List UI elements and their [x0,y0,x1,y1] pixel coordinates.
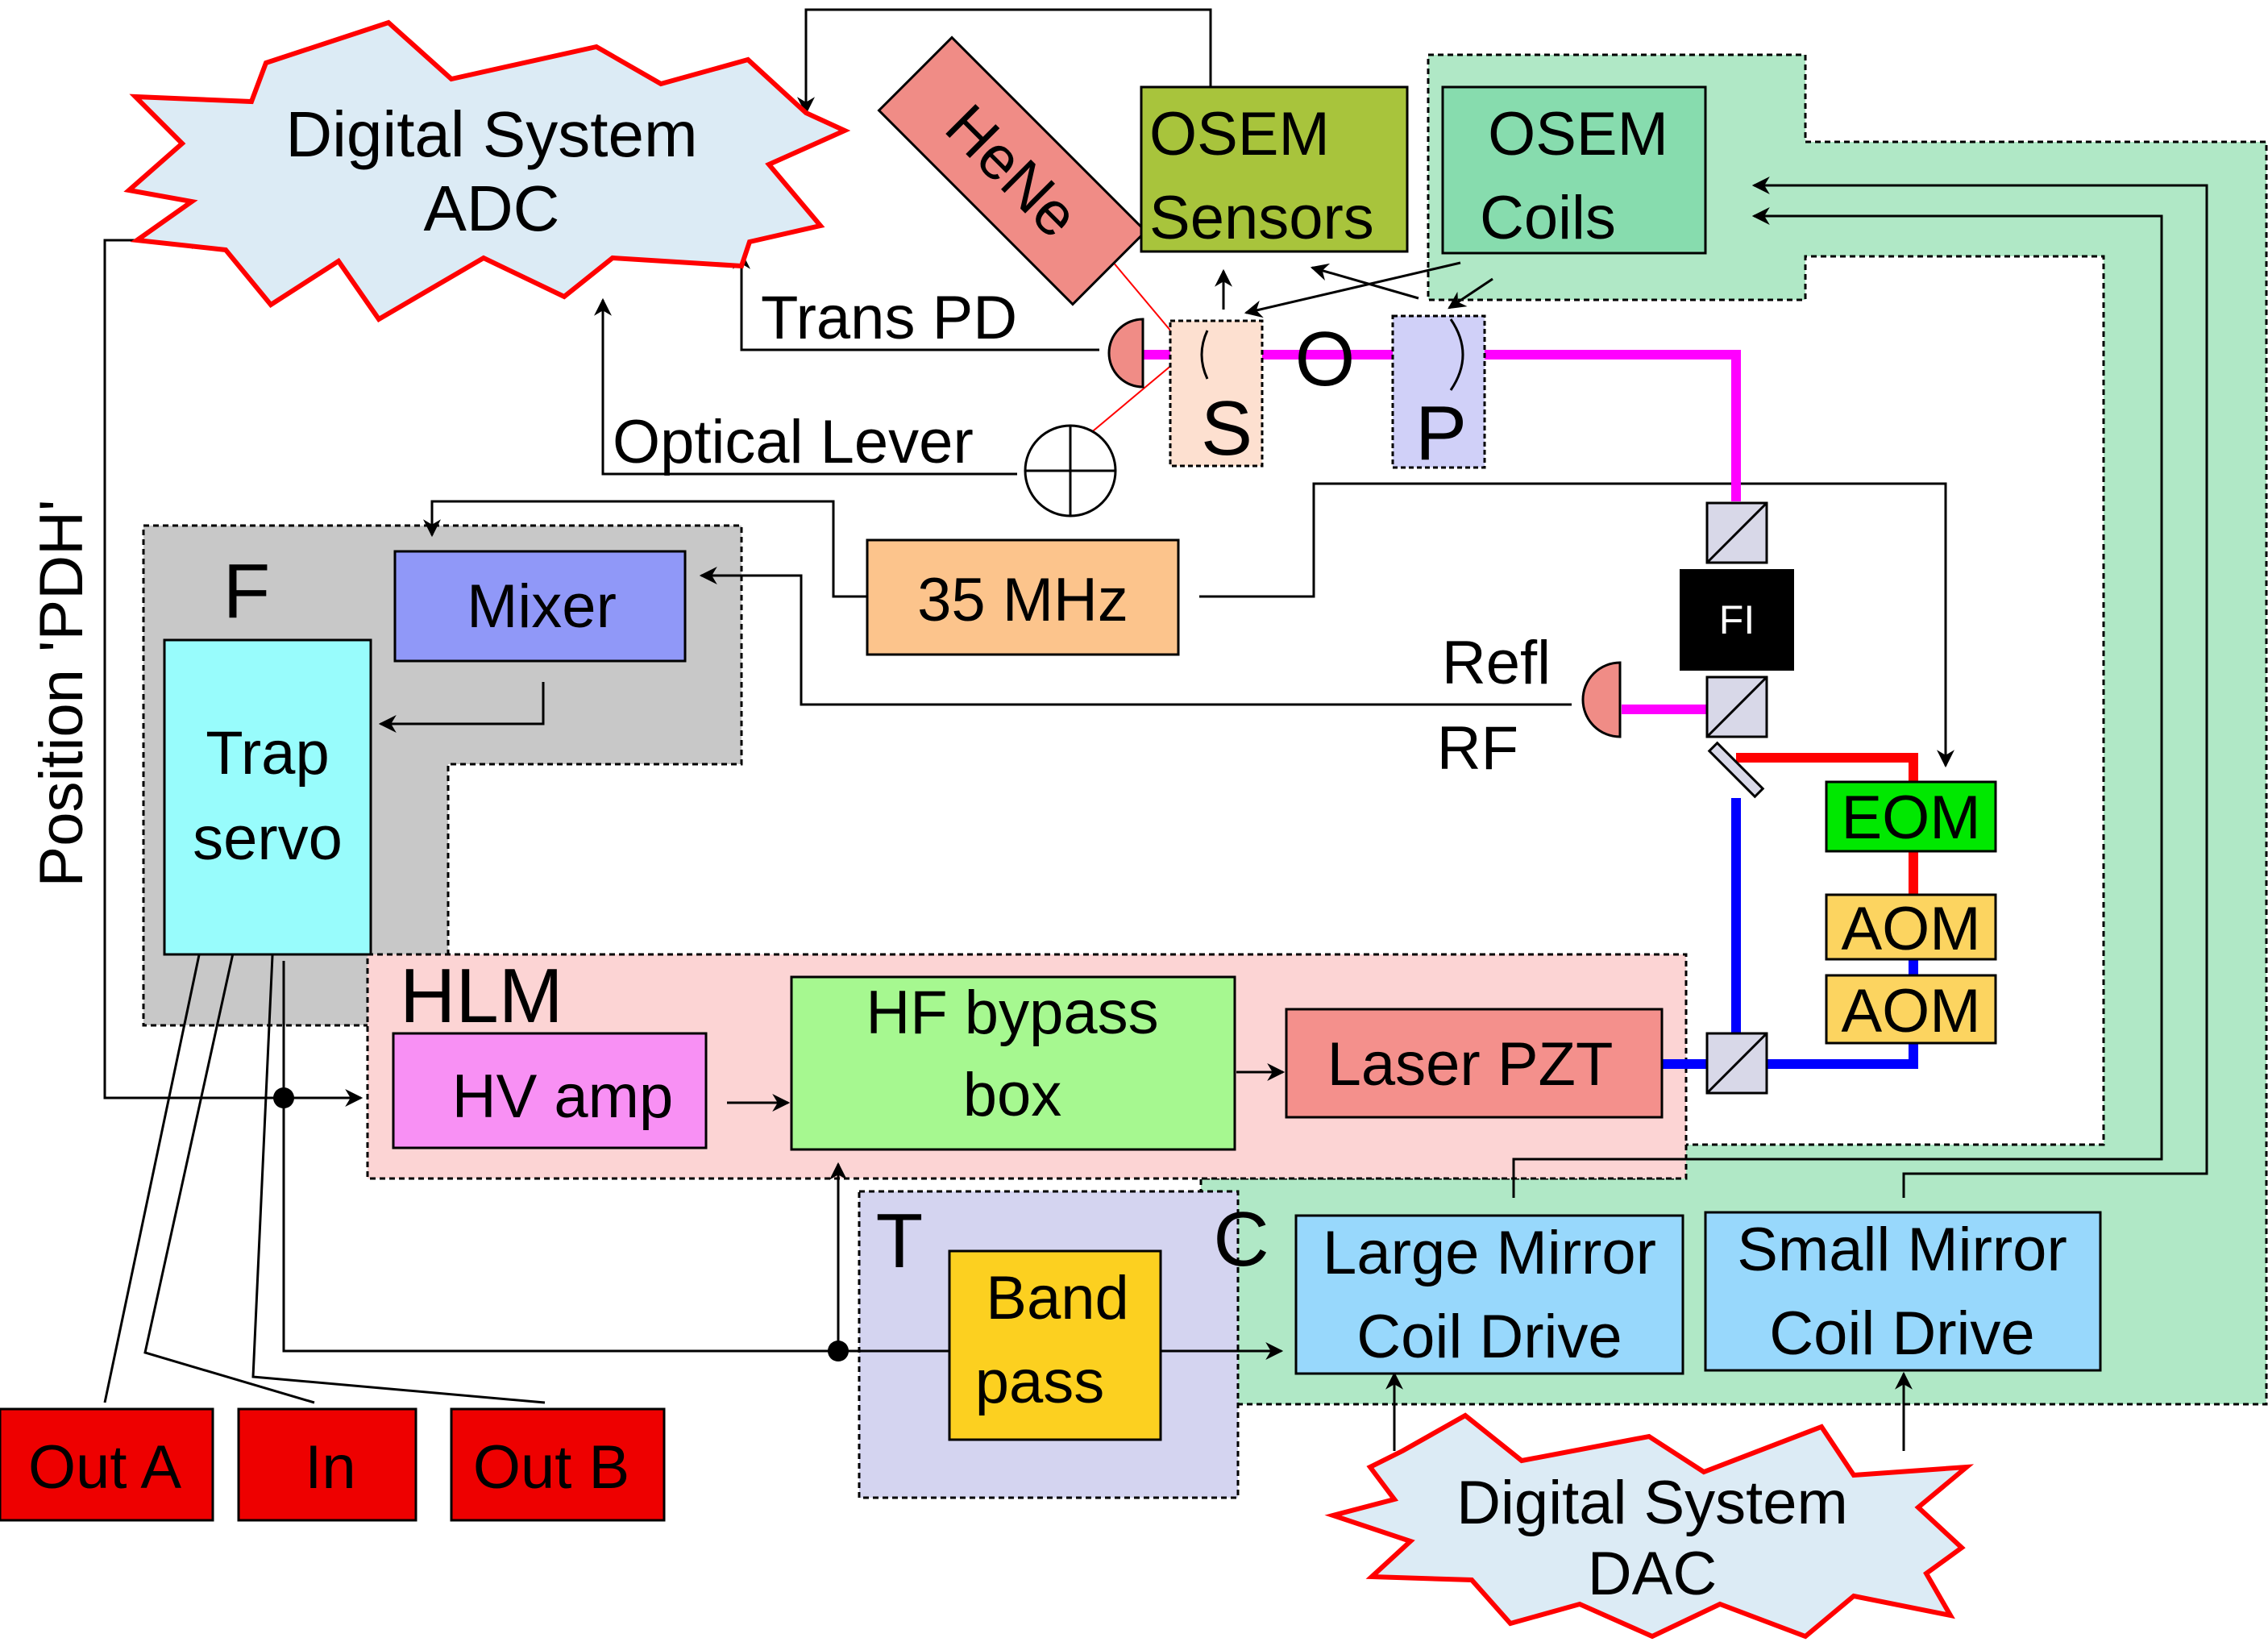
hene-laser: HeNe [877,35,1148,306]
wire-sensors-from-coils [1310,263,1419,300]
wire-coils-to-p [1448,277,1493,310]
wire-oplev-to-adc [594,297,1017,476]
group-f-label: F [223,548,271,634]
band-pass-line1: Band [986,1264,1129,1332]
small-mirror-line1: Small Mirror [1737,1216,2067,1284]
trans-pd-label: Trans PD [761,284,1017,352]
small-mirror-drive-box [1704,1211,2102,1372]
digital-adc-cloud: Digital System ADC [123,19,851,322]
refl-label-line2: RF [1437,714,1518,783]
mixer-box [393,550,687,663]
out-b-box[interactable] [450,1407,666,1522]
wire-osc-to-mixer [423,500,867,598]
wire-transpd-to-adc [733,251,1099,351]
aom-bottom-label: AOM [1841,977,1980,1045]
junction-bandpass-node [828,1341,849,1361]
wire-mixer-to-servo [378,682,545,733]
osem-sensors-line1: OSEM [1149,100,1330,168]
laser-pzt-box [1285,1008,1664,1119]
pickoff-mirror [1707,741,1765,799]
wire-small-to-coils [1751,177,2208,1198]
hf-bypass-line2: box [963,1061,1062,1129]
osem-sensors-box [1140,85,1409,253]
large-mirror-drive-box [1294,1214,1684,1375]
quadrant-pd-icon [1024,424,1117,518]
in-box[interactable] [237,1407,417,1522]
osem-coils-line1: OSEM [1488,100,1668,168]
mirror-p-box [1391,314,1486,469]
adc-title-line2: ADC [424,173,560,244]
mirror-p-optic [1449,318,1464,391]
hf-bypass-box [790,975,1236,1151]
out-b-label: Out B [473,1433,629,1502]
dac-title-line2: DAC [1588,1540,1717,1608]
laser-pzt-label: Laser PZT [1327,1030,1614,1099]
trap-servo-box [163,638,372,956]
osem-coils-line2: Coils [1480,184,1616,252]
trap-servo-line1: Trap [206,719,329,788]
group-c-label: C [1213,1196,1269,1282]
osc-35mhz-box [866,538,1180,656]
aom-top-label: AOM [1841,895,1980,963]
beam-magenta-main [1140,350,1741,501]
mirror-p-label: P [1415,390,1467,476]
pzt-beamsplitter [1705,1032,1768,1095]
junction-servo-node [273,1087,294,1108]
hf-bypass-line1: HF bypass [866,979,1158,1047]
hv-amp-box [392,1032,708,1149]
adc-title-line1: Digital System [285,98,697,170]
mirror-s-optic [1200,330,1209,380]
wire-in [143,918,315,1404]
aom-top-box [1825,893,1997,961]
trans-pd-icon [1107,318,1144,389]
mirror-o-label: O [1295,316,1356,402]
out-a-label: Out A [28,1433,181,1502]
large-mirror-line2: Coil Drive [1356,1303,1622,1371]
trap-servo-line2: servo [193,804,343,873]
faraday-isolator: FI [1680,501,1794,738]
wire-outa [103,918,212,1403]
wire-outb [251,918,546,1404]
osem-sensors-line2: Sensors [1149,184,1374,252]
in-label: In [305,1433,355,1502]
mixer-label: Mixer [467,572,617,641]
hv-amp-label: HV amp [452,1062,674,1131]
signal-wires [103,8,2208,1451]
group-t-label: T [876,1198,924,1284]
dac-title-line1: Digital System [1456,1469,1848,1537]
wire-large-to-coils [1512,207,2163,1198]
band-pass-line2: pass [975,1348,1105,1416]
osc-35mhz-label: 35 MHz [917,566,1128,634]
out-a-box[interactable] [0,1407,214,1522]
aom-bottom-box [1825,974,1997,1045]
digital-dac-cloud: Digital System DAC [1324,1412,1975,1640]
refl-pd-icon [1581,661,1622,738]
group-hlm-label: HLM [400,953,563,1039]
wire-osem-to-adc [797,8,1212,115]
wire-coils-to-s [1244,261,1461,318]
eom-box [1825,780,1997,853]
fi-label: FI [1719,597,1755,642]
large-mirror-line1: Large Mirror [1323,1219,1656,1287]
optical-lever-label: Optical Lever [613,408,974,476]
small-mirror-line2: Coil Drive [1769,1299,2034,1368]
mirror-s-box [1169,319,1264,468]
eom-label: EOM [1841,784,1980,852]
position-pdh-label: Position 'PDH' [27,500,96,888]
wire-refl-to-mixer [699,567,1572,706]
mirror-s-label: S [1201,385,1252,472]
band-pass-box [948,1249,1162,1441]
osem-coils-box [1441,85,1707,255]
wire-osc-to-eom [1199,482,1954,768]
refl-label-line1: Refl [1442,629,1551,697]
